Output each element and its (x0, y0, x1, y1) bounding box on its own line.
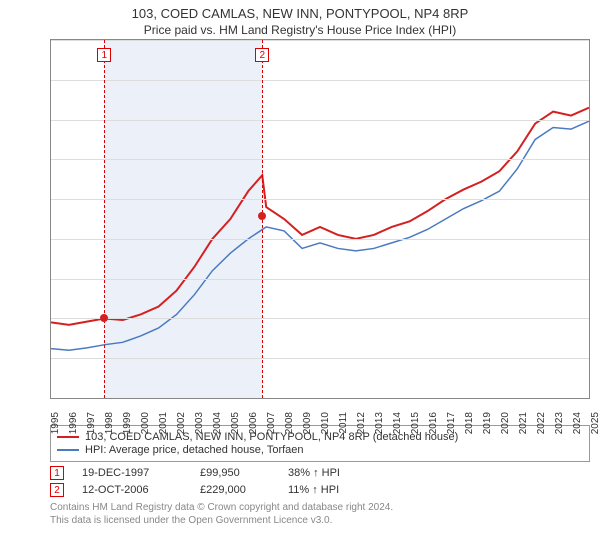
title-block: 103, COED CAMLAS, NEW INN, PONTYPOOL, NP… (0, 0, 600, 39)
footer-line-1: Contains HM Land Registry data © Crown c… (50, 501, 590, 514)
gridline (51, 279, 589, 280)
transaction-badge: 2 (50, 483, 64, 497)
xtick-label: 2012 (356, 412, 367, 434)
xtick-label: 2005 (230, 412, 241, 434)
xtick-label: 2018 (464, 412, 475, 434)
xtick-label: 2004 (212, 412, 223, 434)
legend-swatch (57, 436, 79, 438)
lines-svg (51, 40, 589, 398)
marker-dot (100, 314, 108, 322)
xtick-label: 2024 (572, 412, 583, 434)
xtick-label: 2008 (284, 412, 295, 434)
xtick-label: 1996 (68, 412, 79, 434)
ytick-label: £350K (50, 114, 51, 126)
marker-line (104, 40, 105, 398)
gridline (51, 120, 589, 121)
xtick-label: 2022 (536, 412, 547, 434)
gridline (51, 358, 589, 359)
xtick-label: 2013 (374, 412, 385, 434)
xtick-label: 2006 (248, 412, 259, 434)
ytick-label: £150K (50, 273, 51, 285)
series-line (51, 121, 589, 350)
plot-area: £0 £50K £100K £150K £200K £250K £300K £350K £400… (50, 39, 590, 419)
chart-subtitle: Price paid vs. HM Land Registry's House … (0, 23, 600, 37)
transaction-badge: 1 (50, 466, 64, 480)
xtick-label: 2020 (500, 412, 511, 434)
marker-dot (258, 212, 266, 220)
legend-row: HPI: Average price, detached house, Torf… (57, 444, 583, 456)
xtick-label: 2009 (302, 412, 313, 434)
gridline (51, 199, 589, 200)
gridline (51, 40, 589, 41)
series-line (51, 108, 589, 325)
xtick-label: 2014 (392, 412, 403, 434)
ytick-label: £250K (50, 193, 51, 205)
legend-swatch (57, 449, 79, 451)
marker-badge: 2 (255, 48, 269, 62)
transaction-row: 2 12-OCT-2006 £229,000 11% ↑ HPI (50, 483, 590, 497)
transaction-date: 12-OCT-2006 (82, 484, 182, 496)
ytick-label: £50K (50, 352, 51, 364)
xtick-label: 2017 (446, 412, 457, 434)
xtick-label: 2000 (140, 412, 151, 434)
transaction-hpi: 11% ↑ HPI (288, 484, 378, 496)
ytick-label: £200K (50, 233, 51, 245)
gridline (51, 239, 589, 240)
xtick-label: 2019 (482, 412, 493, 434)
marker-badge: 1 (97, 48, 111, 62)
xtick-label: 1995 (50, 412, 61, 434)
legend-label: HPI: Average price, detached house, Torf… (85, 444, 304, 456)
transaction-price: £99,950 (200, 467, 270, 479)
ytick-label: £0 (50, 392, 51, 399)
xtick-label: 2010 (320, 412, 331, 434)
plot-inner: £0 £50K £100K £150K £200K £250K £300K £350K £400… (50, 39, 590, 399)
gridline (51, 318, 589, 319)
xtick-label: 2023 (554, 412, 565, 434)
xtick-label: 2007 (266, 412, 277, 434)
ytick-label: £100K (50, 312, 51, 324)
gridline (51, 159, 589, 160)
transaction-price: £229,000 (200, 484, 270, 496)
footer-text: Contains HM Land Registry data © Crown c… (50, 501, 590, 527)
xtick-label: 1999 (122, 412, 133, 434)
gridline (51, 80, 589, 81)
ytick-label: £300K (50, 153, 51, 165)
xtick-label: 2001 (158, 412, 169, 434)
chart-title: 103, COED CAMLAS, NEW INN, PONTYPOOL, NP… (0, 6, 600, 21)
transaction-row: 1 19-DEC-1997 £99,950 38% ↑ HPI (50, 466, 590, 480)
xtick-label: 2015 (410, 412, 421, 434)
xtick-label: 2025 (590, 412, 600, 434)
xtick-label: 1998 (104, 412, 115, 434)
xtick-label: 2011 (338, 412, 349, 434)
ytick-label: £400K (50, 74, 51, 86)
transactions-block: 1 19-DEC-1997 £99,950 38% ↑ HPI 2 12-OCT-2006… (50, 466, 590, 497)
gridline (51, 398, 589, 399)
xtick-label: 2016 (428, 412, 439, 434)
xtick-label: 1997 (86, 412, 97, 434)
xtick-label: 2021 (518, 412, 529, 434)
xtick-label: 2003 (194, 412, 205, 434)
chart-container: 103, COED CAMLAS, NEW INN, PONTYPOOL, NP… (0, 0, 600, 560)
xtick-label: 2002 (176, 412, 187, 434)
footer-line-2: This data is licensed under the Open Gov… (50, 514, 590, 527)
ytick-label: £450K (50, 39, 51, 46)
transaction-date: 19-DEC-1997 (82, 467, 182, 479)
transaction-hpi: 38% ↑ HPI (288, 467, 378, 479)
